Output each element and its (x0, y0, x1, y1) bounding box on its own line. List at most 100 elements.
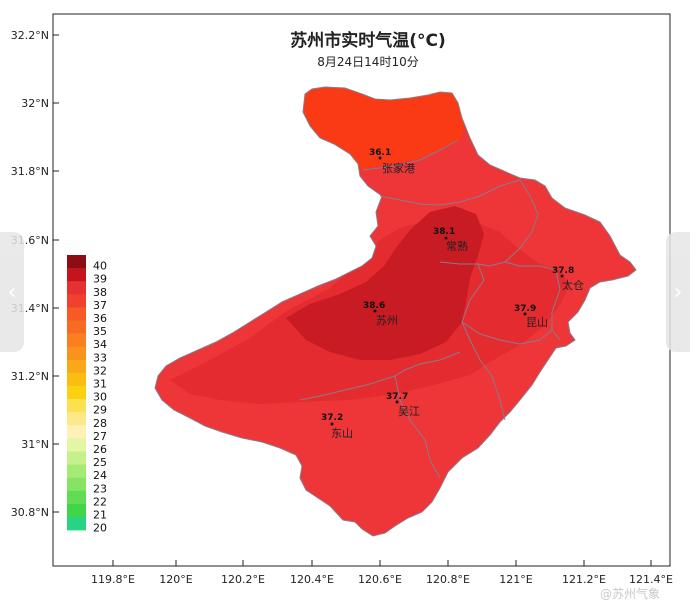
district-line (469, 339, 506, 421)
legend-swatch-20 (67, 517, 86, 531)
station-name: 昆山 (526, 316, 548, 329)
legend-swatch-38 (67, 281, 86, 295)
station-suzhou: 38.6 苏州 (363, 301, 398, 327)
legend-swatch-34 (67, 333, 86, 347)
prev-glyph: ‹ (7, 279, 17, 305)
station-name: 苏州 (376, 314, 398, 327)
legend-label: 30 (93, 391, 107, 404)
lon-tick-label: 119.8°E (91, 573, 135, 586)
legend-label: 38 (93, 286, 107, 299)
legend-label: 27 (93, 430, 107, 443)
lon-tick-label: 120.4°E (290, 573, 334, 586)
station-dot (444, 236, 448, 240)
legend-swatch-25 (67, 451, 86, 465)
legend-label: 40 (93, 260, 107, 273)
lat-tick-label: 31°N (21, 438, 49, 451)
legend-label: 24 (93, 469, 107, 482)
legend-swatch-36 (67, 307, 86, 321)
station-kunshan: 37.9 昆山 (514, 304, 548, 329)
district-line (379, 179, 521, 206)
longitude-axis: 119.8°E 120°E 120.2°E 120.4°E 120.6°E 12… (91, 560, 673, 586)
legend-label: 34 (93, 338, 107, 351)
station-dot (378, 156, 382, 160)
legend-swatch-26 (67, 438, 86, 452)
station-value: 36.1 (369, 148, 391, 158)
map-subtitle: 8月24日14时10分 (317, 55, 418, 69)
lon-tick-label: 120.6°E (358, 573, 402, 586)
station-dot (560, 274, 564, 278)
lat-tick-label: 32.2°N (11, 29, 49, 42)
station-zhangjiagang: 36.1 张家港 (369, 148, 415, 175)
legend-label: 36 (93, 312, 107, 325)
station-name: 常熟 (446, 239, 468, 253)
lat-tick-label: 32°N (21, 97, 49, 110)
lon-tick-label: 121.4°E (629, 573, 673, 586)
lon-tick-label: 120.8°E (426, 573, 470, 586)
station-dot (523, 312, 527, 316)
district-line (394, 375, 441, 479)
lon-tick-label: 120°E (159, 573, 192, 586)
legend-label: 35 (93, 325, 107, 338)
district-line (461, 321, 553, 345)
legend-swatch-23 (67, 477, 86, 492)
legend-swatch-22 (67, 490, 86, 505)
latitude-axis: 32.2°N 32°N 31.8°N 31.6°N 31.4°N 31.2°N … (11, 29, 59, 519)
district-line (477, 179, 539, 267)
legend-swatch-37 (67, 294, 86, 308)
station-value: 37.8 (552, 266, 574, 276)
legend-label: 22 (93, 495, 107, 508)
station-changshu: 38.1 常熟 (433, 227, 468, 253)
legend-swatch-33 (67, 346, 86, 361)
district-line (361, 139, 459, 171)
legend-swatch-31 (67, 372, 86, 387)
chevron-right-icon[interactable]: › (666, 232, 690, 352)
legend-label: 31 (93, 377, 107, 390)
district-line (504, 261, 561, 341)
legend-label: 39 (93, 273, 107, 286)
legend-label: 37 (93, 299, 107, 312)
station-name: 太仓 (562, 278, 584, 292)
lon-tick-label: 120.2°E (221, 573, 265, 586)
legend-label: 23 (93, 482, 107, 495)
station-dongshan: 37.2 东山 (321, 413, 353, 440)
legend-label: 21 (93, 508, 107, 521)
temperature-legend: 4039383736353433323130292827262524232221… (67, 255, 107, 535)
station-value: 37.9 (514, 304, 536, 314)
next-glyph: › (673, 279, 683, 305)
legend-swatch-27 (67, 425, 86, 439)
legend-swatch-35 (67, 320, 86, 334)
lat-tick-label: 31.8°N (11, 165, 49, 178)
legend-label: 29 (93, 404, 107, 417)
station-name: 吴江 (398, 405, 420, 418)
legend-label: 20 (93, 522, 107, 535)
lon-tick-label: 121.2°E (562, 573, 606, 586)
station-dot (373, 309, 377, 313)
legend-swatch-39 (67, 268, 86, 282)
lat-tick-label: 31.2°N (11, 370, 49, 383)
legend-label: 26 (93, 443, 107, 456)
legend-swatch-28 (67, 412, 86, 426)
station-value: 38.1 (433, 227, 455, 237)
legend-label: 25 (93, 456, 107, 469)
lon-tick-label: 121°E (499, 573, 532, 586)
lat-tick-label: 30.8°N (11, 506, 49, 519)
station-dot (330, 422, 334, 426)
chevron-left-icon[interactable]: ‹ (0, 232, 24, 352)
legend-swatch-32 (67, 359, 86, 374)
legend-swatch-21 (67, 503, 86, 518)
legend-swatch-29 (67, 399, 86, 413)
district-boundaries (299, 139, 561, 479)
watermark: @苏州气象 (600, 586, 660, 601)
temperature-map: 36.1 张家港 38.1 常熟 37.8 太仓 38.6 苏州 37.9 (154, 86, 637, 537)
station-value: 37.7 (386, 392, 408, 402)
legend-label: 28 (93, 417, 107, 430)
legend-label: 32 (93, 364, 107, 377)
station-value: 38.6 (363, 301, 385, 311)
station-dot (395, 400, 399, 404)
legend-label: 33 (93, 351, 107, 364)
legend-swatch-24 (67, 464, 86, 478)
legend-swatch-30 (67, 386, 86, 400)
map-title: 苏州市实时气温(°C) (290, 30, 446, 51)
station-value: 37.2 (321, 413, 343, 423)
